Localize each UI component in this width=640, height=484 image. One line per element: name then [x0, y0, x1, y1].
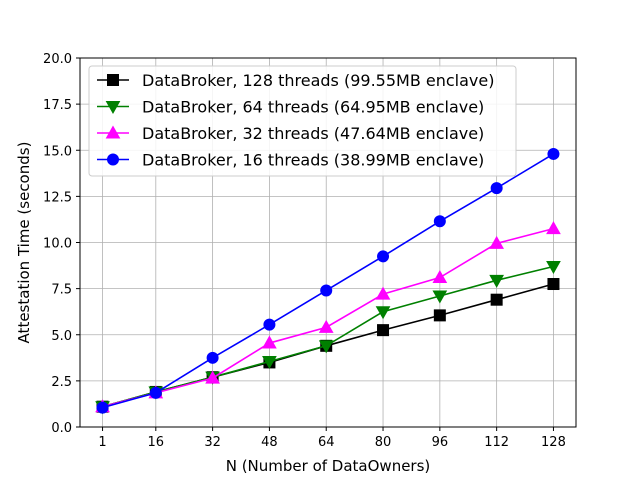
y-tick-label: 5.0 [51, 329, 72, 344]
x-tick-label: 112 [484, 435, 509, 450]
series-2 [95, 221, 561, 413]
data-point [546, 260, 561, 275]
legend-box [88, 65, 517, 177]
legend-label: DataBroker, 64 threads (64.95MB enclave) [142, 98, 484, 117]
y-tick-label: 7.5 [51, 283, 72, 298]
data-point [96, 401, 109, 414]
data-point [205, 370, 220, 384]
data-point [546, 221, 561, 235]
data-point [149, 386, 162, 399]
legend-entry: DataBroker, 32 threads (47.64MB enclave) [97, 124, 484, 143]
legend-entry: DataBroker, 64 threads (64.95MB enclave) [97, 98, 484, 117]
x-tick-label: 64 [318, 435, 335, 450]
x-tick-label: 96 [432, 435, 449, 450]
data-point [547, 147, 560, 160]
legend-marker [105, 101, 121, 115]
y-tick-label: 2.5 [51, 375, 72, 390]
legend-marker [105, 125, 121, 139]
legend-entry: DataBroker, 128 threads (99.55MB enclave… [97, 71, 494, 90]
x-tick-label: 32 [204, 435, 221, 450]
data-point [262, 335, 277, 349]
x-tick-label: 1 [98, 435, 106, 450]
data-point [432, 290, 448, 304]
legend: DataBroker, 128 threads (99.55MB enclave… [88, 65, 517, 177]
legend-marker [107, 74, 119, 86]
data-point [547, 278, 560, 291]
series-3 [96, 147, 560, 414]
data-point [263, 318, 276, 331]
y-tick-label: 15.0 [43, 144, 72, 159]
series-lines [95, 147, 561, 415]
data-point [433, 309, 446, 322]
data-point [320, 284, 333, 297]
data-point [490, 293, 503, 306]
y-tick-label: 20.0 [43, 52, 72, 67]
x-axis-title: N (Number of DataOwners) [226, 457, 431, 475]
y-tick-label: 10.0 [43, 237, 72, 252]
x-tick-label: 80 [375, 435, 392, 450]
legend-label: DataBroker, 16 threads (38.99MB enclave) [142, 151, 484, 170]
legend-marker [107, 153, 119, 166]
data-point [432, 270, 448, 284]
legend-label: DataBroker, 32 threads (47.64MB enclave) [142, 124, 484, 143]
y-tick-label: 17.5 [43, 98, 72, 113]
data-point [377, 324, 390, 337]
legend-label: DataBroker, 128 threads (99.55MB enclave… [142, 71, 494, 90]
legend-entry: DataBroker, 16 threads (38.99MB enclave) [97, 151, 484, 170]
series-line [102, 227, 554, 408]
data-point [377, 250, 390, 263]
y-axis-title: Attestation Time (seconds) [15, 142, 33, 344]
data-point [375, 286, 391, 300]
x-tick-label: 48 [261, 435, 278, 450]
y-tick-label: 0.0 [51, 421, 72, 436]
y-tick-label: 12.5 [43, 190, 72, 205]
x-tick-label: 128 [541, 435, 566, 450]
data-point [318, 340, 334, 354]
data-point [262, 356, 277, 370]
data-point [489, 274, 505, 288]
data-point [489, 235, 505, 249]
x-tick-label: 16 [148, 435, 165, 450]
series-line [102, 153, 554, 409]
data-point [206, 351, 219, 364]
data-point [318, 319, 334, 333]
axis-ticks: 1 16 32 48 64 80 96 112 128 0.0 2.5 5.0 7.5 10.0 12.5 1… [43, 52, 566, 450]
data-point [375, 306, 391, 320]
data-point [490, 182, 503, 195]
data-point [433, 215, 446, 228]
